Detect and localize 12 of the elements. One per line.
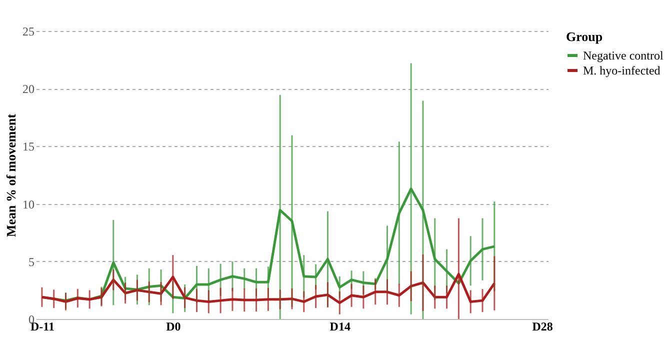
y-tick-label: 15 <box>22 140 34 154</box>
y-axis-title: Mean % of movement <box>4 113 18 238</box>
x-tick-label: D28 <box>532 320 553 334</box>
legend-label: M. hyo-infected <box>583 64 660 78</box>
y-tick-label: 10 <box>22 197 34 212</box>
y-tick-label: 5 <box>28 254 34 269</box>
legend-title: Group <box>566 29 603 44</box>
y-tick-label: 20 <box>22 82 34 96</box>
x-tick-label: D14 <box>330 320 350 334</box>
legend-label: Negative control <box>583 48 664 62</box>
x-tick-label: D0 <box>166 320 181 334</box>
y-tick-label: 25 <box>22 24 34 38</box>
